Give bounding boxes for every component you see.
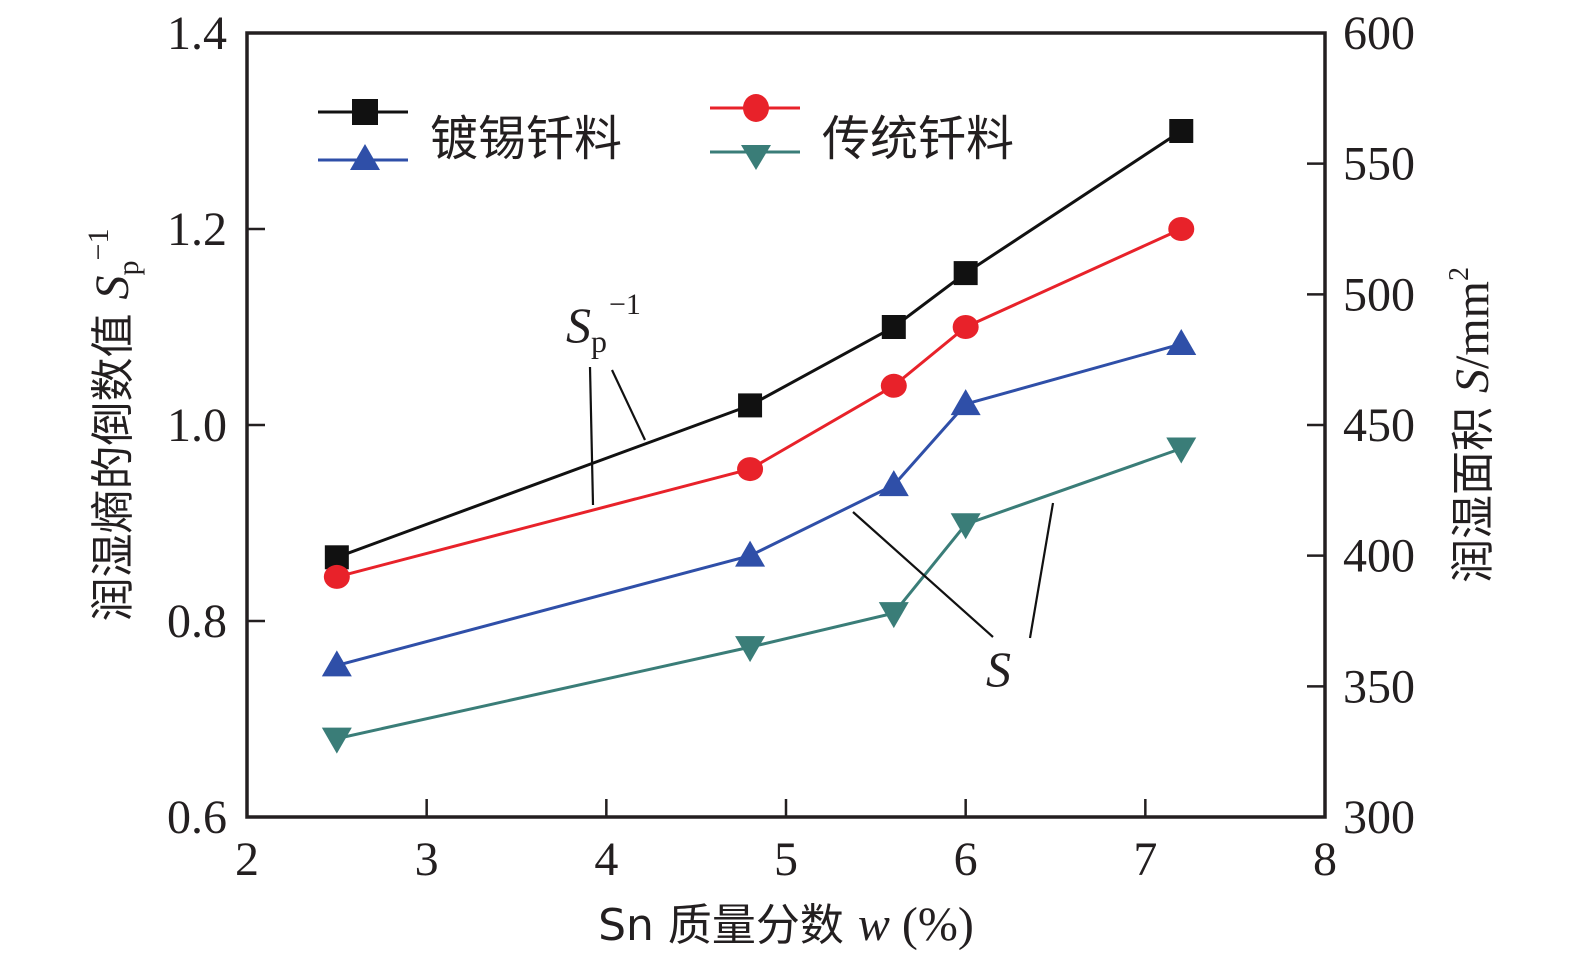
data-point-triangle-down bbox=[950, 513, 981, 540]
legend-marker-circle-icon bbox=[743, 94, 769, 122]
data-point-triangle-down bbox=[1166, 437, 1197, 464]
data-point-circle bbox=[1168, 217, 1195, 241]
data-point-triangle-up bbox=[1166, 328, 1197, 355]
legend-entry-plated-solder: 镀锡钎料 bbox=[318, 99, 622, 170]
x-axis-title-prefix: Sn 质量分数 bbox=[598, 900, 858, 951]
y-right-tick-label: 450 bbox=[1343, 399, 1415, 452]
series-line bbox=[336, 342, 1182, 667]
series-1-circle bbox=[323, 217, 1195, 589]
annotation-s-leader-teal bbox=[1028, 502, 1055, 639]
annotation-sp-inverse: Sp−1 bbox=[566, 288, 646, 506]
data-point-triangle-down bbox=[321, 727, 352, 754]
x-tick-label: 2 bbox=[235, 833, 259, 886]
y-right-axis-title-sup: 2 bbox=[1444, 267, 1475, 281]
annotation-sp-sup: −1 bbox=[609, 288, 641, 321]
data-point-square bbox=[1169, 119, 1194, 143]
data-point-triangle-up bbox=[950, 389, 981, 416]
x-tick-label: 7 bbox=[1133, 833, 1157, 886]
y-right-tick-label: 500 bbox=[1343, 268, 1415, 321]
x-tick-label: 8 bbox=[1313, 833, 1337, 886]
data-point-circle bbox=[323, 564, 350, 589]
y-right-tick-label: 550 bbox=[1343, 138, 1415, 191]
series-line bbox=[336, 447, 1182, 741]
annotation-sp-var: S bbox=[566, 297, 591, 353]
annotation-s: S bbox=[852, 502, 1055, 697]
legend-label-plated-solder: 镀锡钎料 bbox=[430, 111, 622, 167]
annotation-sp-sub: p bbox=[591, 323, 607, 359]
legend-marker-triangle-down-icon bbox=[741, 145, 771, 170]
y-left-axis-title-sub: p bbox=[112, 260, 145, 275]
y-left-tick-label: 1.2 bbox=[167, 203, 227, 256]
y-right-axis-title: 润湿面积 S/mm2 bbox=[1444, 267, 1499, 583]
annotation-sp-inverse-label: Sp−1 bbox=[566, 288, 641, 359]
series-2-triangle-up bbox=[321, 328, 1197, 677]
annotation-sp-leader-red bbox=[588, 366, 595, 506]
legend-entry-traditional-solder: 传统钎料 bbox=[710, 94, 1014, 170]
annotation-s-label: S bbox=[986, 641, 1011, 697]
data-point-square bbox=[738, 393, 763, 418]
y-left-tick-label: 0.8 bbox=[167, 595, 227, 648]
legend-marker-triangle-up-icon bbox=[350, 144, 380, 170]
series-0-square bbox=[324, 119, 1194, 570]
x-tick-label: 3 bbox=[415, 833, 439, 886]
data-point-triangle-up bbox=[321, 650, 352, 677]
y-right-tick-label: 350 bbox=[1343, 660, 1415, 713]
y-left-tick-label: 1.4 bbox=[167, 7, 227, 60]
x-tick-label: 5 bbox=[774, 833, 798, 886]
y-left-axis-title-text: 润湿熵的倒数值 bbox=[88, 299, 139, 621]
y-right-tick-label: 300 bbox=[1343, 791, 1415, 844]
x-axis-title: Sn 质量分数 w (%) bbox=[598, 898, 974, 951]
y-left-axis-title-sup: −1 bbox=[82, 229, 115, 261]
y-right-axis-title-unit: /mm bbox=[1446, 281, 1499, 369]
x-axis-title-var: w bbox=[858, 898, 890, 951]
data-point-circle bbox=[880, 373, 907, 398]
data-point-square bbox=[953, 261, 978, 286]
legend: 镀锡钎料 传统钎料 bbox=[318, 94, 1014, 170]
y-left-axis-title: 润湿熵的倒数值 Sp−1 bbox=[82, 229, 145, 622]
annotation-s-leader-blue bbox=[852, 511, 994, 638]
x-tick-label: 6 bbox=[954, 833, 978, 886]
data-point-circle bbox=[737, 457, 764, 482]
data-point-triangle-up bbox=[735, 540, 766, 567]
ticks-layer: 2 3 4 5 6 7 8 0.6 0.8 1.0 1.2 1.4 300 350 400 450 500 550… bbox=[167, 7, 1415, 886]
data-point-circle bbox=[952, 315, 979, 339]
y-right-axis-title-var: S bbox=[1446, 369, 1499, 393]
series-3-triangle-down bbox=[321, 437, 1197, 754]
data-point-triangle-down bbox=[735, 636, 766, 663]
x-tick-label: 4 bbox=[594, 833, 618, 886]
data-point-triangle-up bbox=[878, 470, 909, 497]
series-layer bbox=[321, 119, 1197, 754]
legend-label-traditional-solder: 传统钎料 bbox=[822, 111, 1014, 167]
y-right-tick-label: 400 bbox=[1343, 530, 1415, 583]
legend-marker-square-icon bbox=[352, 99, 378, 125]
y-left-axis-title-var: S bbox=[86, 275, 139, 299]
x-axis-title-suffix: (%) bbox=[890, 898, 974, 951]
data-point-triangle-down bbox=[878, 602, 909, 629]
y-left-tick-label: 1.0 bbox=[167, 399, 227, 452]
y-right-axis-title-text: 润湿面积 bbox=[1448, 393, 1499, 583]
data-point-square bbox=[881, 315, 906, 339]
y-right-tick-label: 600 bbox=[1343, 7, 1415, 60]
annotation-sp-leader-black bbox=[611, 369, 646, 441]
y-left-tick-label: 0.6 bbox=[167, 791, 227, 844]
